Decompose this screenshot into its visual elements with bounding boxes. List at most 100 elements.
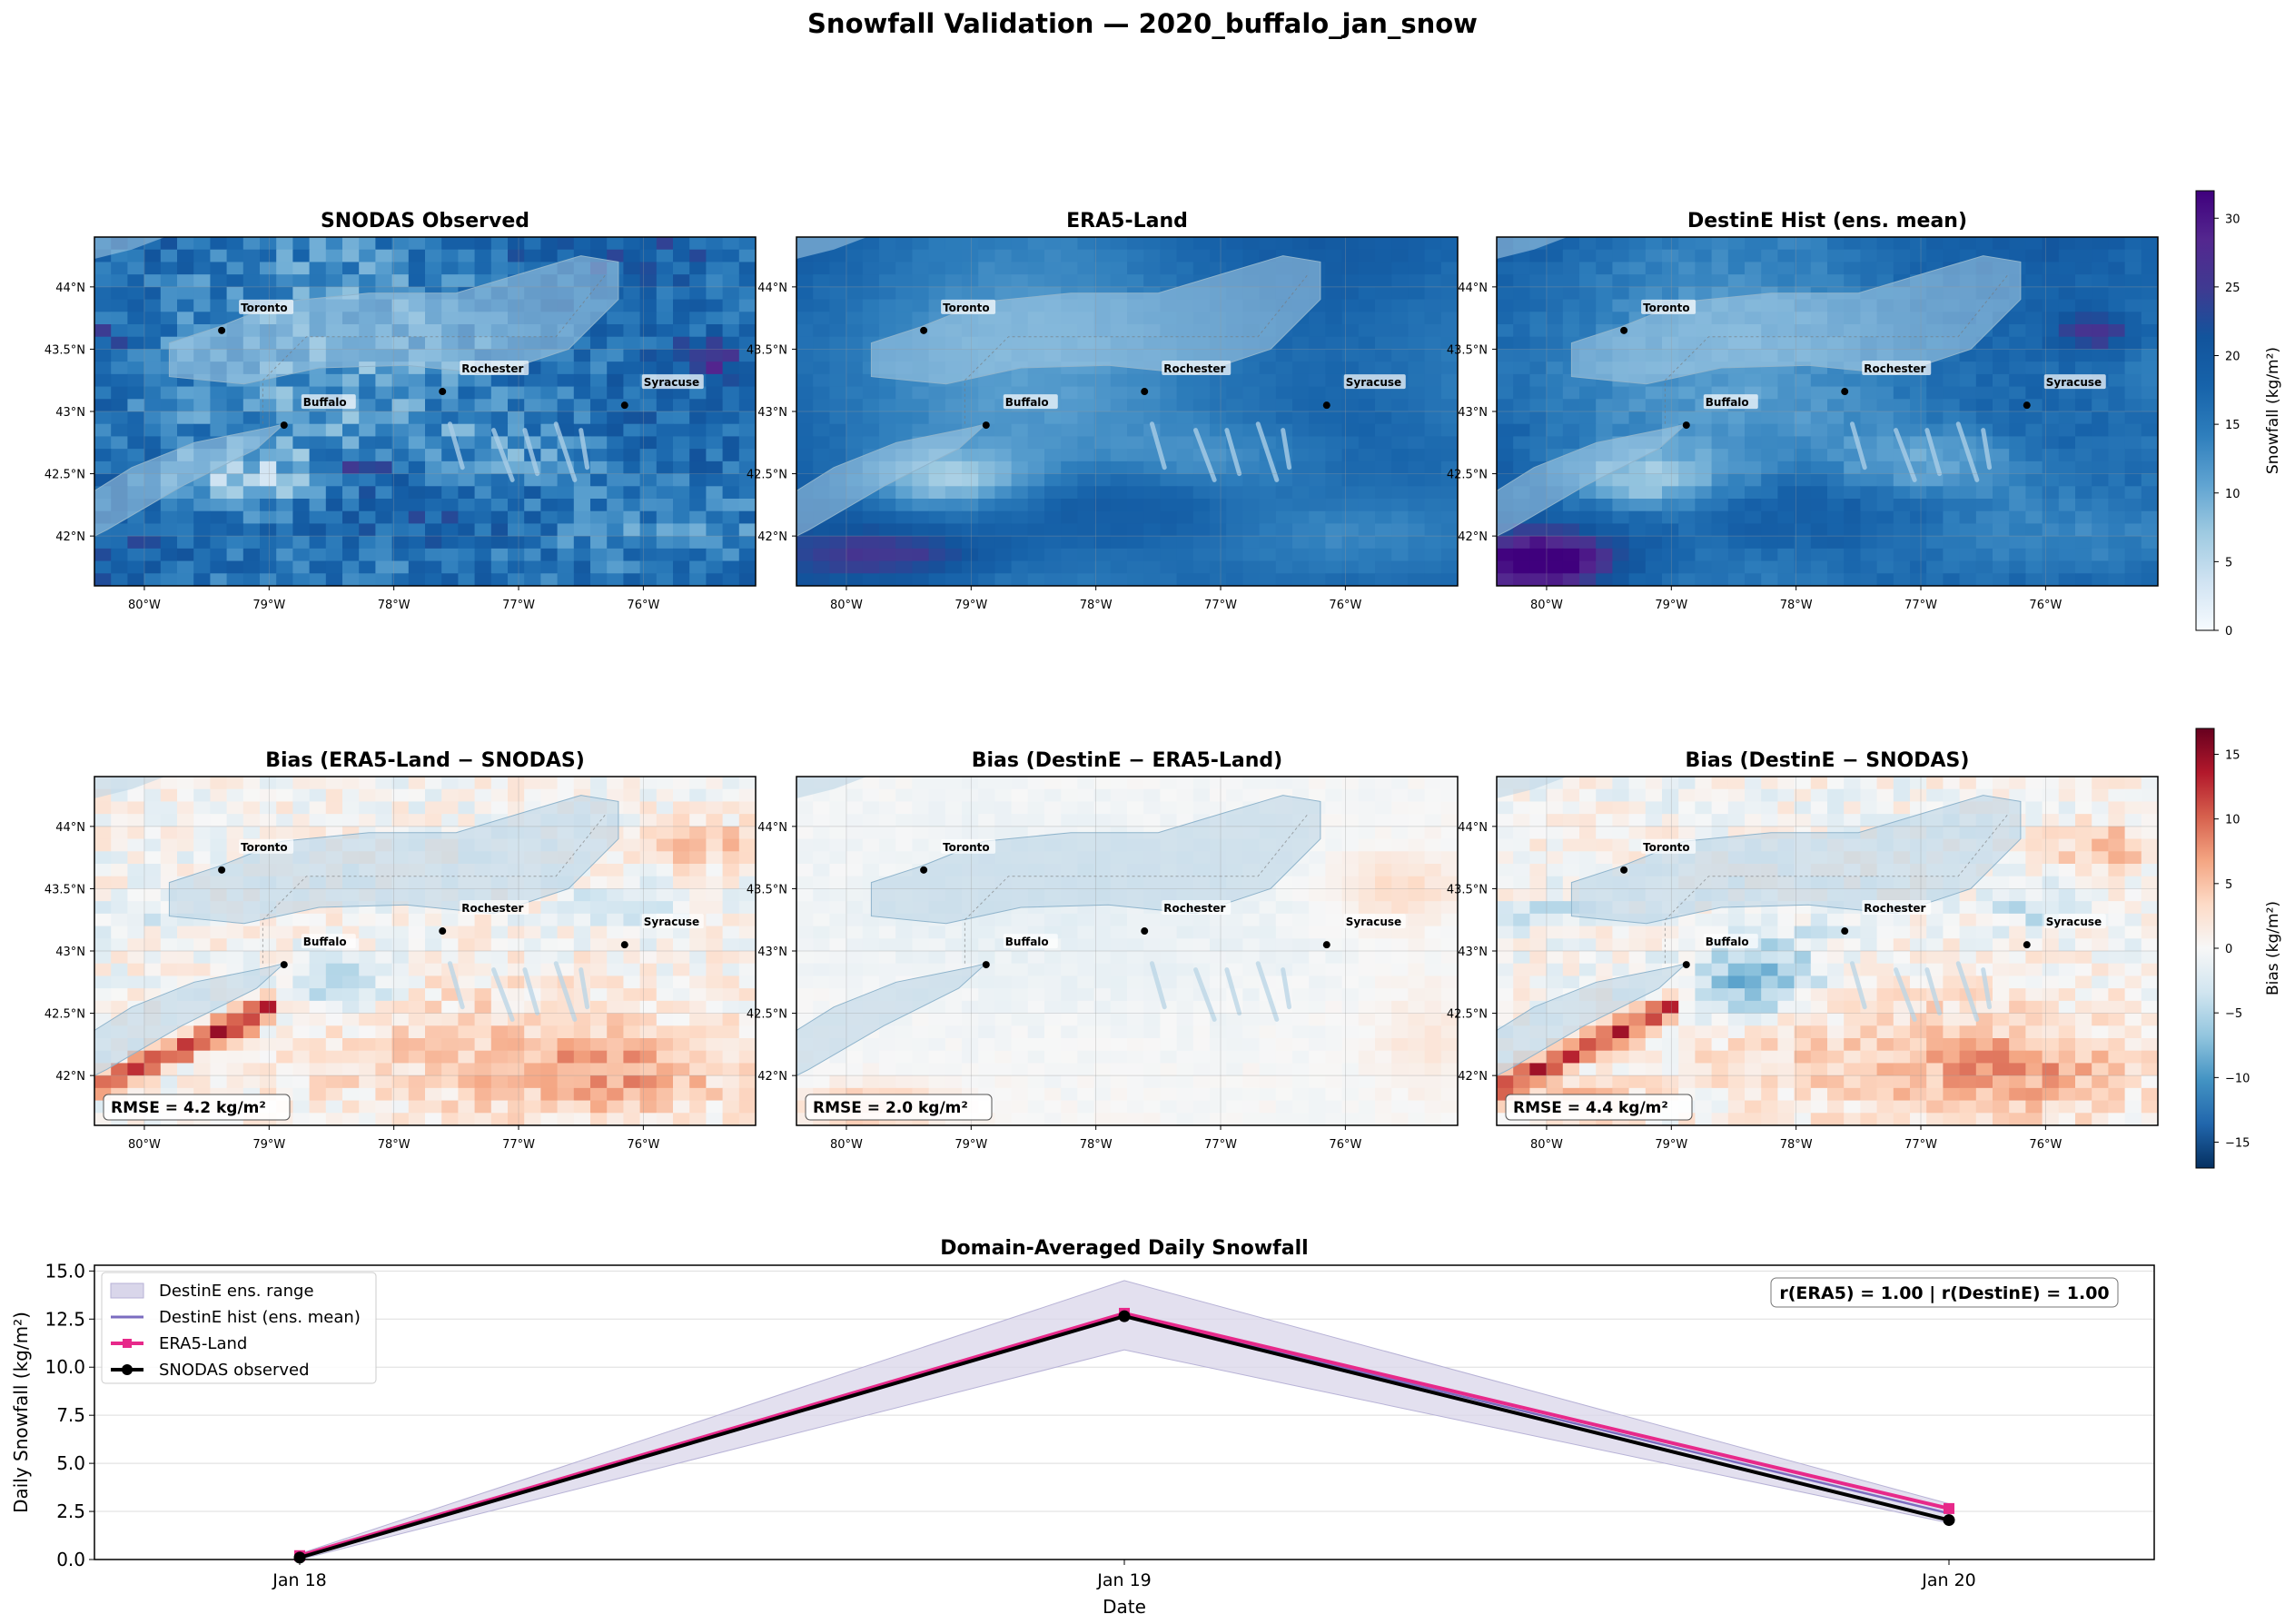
grid-cell <box>94 424 112 437</box>
grid-cell <box>796 387 814 400</box>
grid-cell <box>2025 411 2043 424</box>
grid-cell <box>1342 499 1360 511</box>
grid-cell <box>574 1063 591 1075</box>
grid-cell <box>929 789 946 802</box>
grid-cell <box>574 1051 591 1064</box>
grid-cell <box>508 1063 525 1075</box>
grid-cell <box>1926 486 1944 499</box>
grid-cell <box>863 789 880 802</box>
grid-cell <box>2043 274 2060 287</box>
grid-cell <box>111 964 128 976</box>
grid-cell <box>1375 399 1392 411</box>
grid-cell <box>1497 374 1514 387</box>
grid-cell <box>1391 474 1409 487</box>
grid-cell <box>392 1051 410 1064</box>
grid-cell <box>2092 573 2109 586</box>
grid-cell <box>111 914 128 926</box>
grid-cell <box>1827 561 1845 574</box>
grid-cell <box>1529 549 1547 561</box>
grid-cell <box>574 536 591 549</box>
grid-cell <box>1563 324 1580 337</box>
grid-cell <box>1547 399 1564 411</box>
grid-cell <box>945 777 963 789</box>
grid-cell <box>1094 424 1112 437</box>
grid-cell <box>2075 250 2092 262</box>
grid-cell <box>2142 536 2159 549</box>
grid-cell <box>127 424 144 437</box>
grid-cell <box>929 573 946 586</box>
city-marker <box>218 327 225 334</box>
grid-cell <box>540 399 558 411</box>
grid-cell <box>1441 523 1459 536</box>
grid-cell <box>1728 461 1746 474</box>
grid-cell <box>1844 274 1861 287</box>
grid-cell <box>177 424 194 437</box>
grid-cell <box>1094 399 1112 411</box>
grid-cell <box>1044 262 1062 274</box>
grid-cell <box>292 1075 310 1088</box>
grid-cell <box>342 1025 360 1038</box>
grid-cell <box>739 424 757 437</box>
grid-cell <box>706 536 723 549</box>
grid-cell <box>342 511 360 524</box>
grid-cell <box>1210 523 1227 536</box>
grid-cell <box>111 411 128 424</box>
grid-cell <box>2092 274 2109 287</box>
grid-cell <box>359 424 376 437</box>
grid-cell <box>359 374 376 387</box>
grid-cell <box>1359 474 1376 487</box>
grid-cell <box>1745 436 1762 449</box>
grid-cell <box>375 250 392 262</box>
grid-cell <box>1242 561 1260 574</box>
grid-cell <box>1094 250 1112 262</box>
grid-cell <box>243 549 261 561</box>
grid-cell <box>1976 399 1993 411</box>
grid-cell <box>1745 523 1762 536</box>
grid-cell <box>2059 250 2076 262</box>
grid-cell <box>227 951 244 964</box>
grid-cell <box>1276 349 1293 361</box>
grid-cell <box>441 1113 459 1125</box>
grid-cell <box>475 387 492 400</box>
grid-cell <box>1441 274 1459 287</box>
grid-cell <box>1678 573 1696 586</box>
grid-cell <box>2025 237 2043 250</box>
grid-cell <box>607 1075 624 1088</box>
grid-cell <box>1910 411 1927 424</box>
grid-cell <box>846 274 864 287</box>
grid-cell <box>895 399 913 411</box>
grid-cell <box>1877 486 1894 499</box>
grid-cell <box>1712 250 1729 262</box>
grid-cell <box>1811 374 1828 387</box>
grid-cell <box>895 523 913 536</box>
grid-cell <box>1695 411 1712 424</box>
grid-cell <box>706 250 723 262</box>
grid-cell <box>607 951 624 964</box>
grid-cell <box>458 262 475 274</box>
grid-cell <box>276 938 293 951</box>
grid-cell <box>1943 374 1960 387</box>
grid-cell <box>1143 474 1161 487</box>
grid-cell <box>1342 777 1360 789</box>
grid-cell <box>326 536 343 549</box>
grid-cell <box>1860 237 1877 250</box>
grid-cell <box>475 237 492 250</box>
grid-cell <box>193 287 211 300</box>
grid-cell <box>1844 511 1861 524</box>
grid-cell <box>2009 361 2026 374</box>
grid-cell <box>161 324 178 337</box>
grid-cell <box>739 499 757 511</box>
grid-cell <box>127 274 144 287</box>
grid-cell <box>623 300 640 312</box>
grid-cell <box>640 789 658 802</box>
grid-cell <box>1160 374 1177 387</box>
grid-cell <box>1513 300 1530 312</box>
grid-cell <box>425 511 442 524</box>
grid-cell <box>1210 449 1227 461</box>
grid-cell <box>1012 262 1029 274</box>
grid-cell <box>458 1113 475 1125</box>
grid-cell <box>1563 300 1580 312</box>
grid-cell <box>1408 499 1425 511</box>
grid-cell <box>540 474 558 487</box>
grid-cell <box>540 250 558 262</box>
